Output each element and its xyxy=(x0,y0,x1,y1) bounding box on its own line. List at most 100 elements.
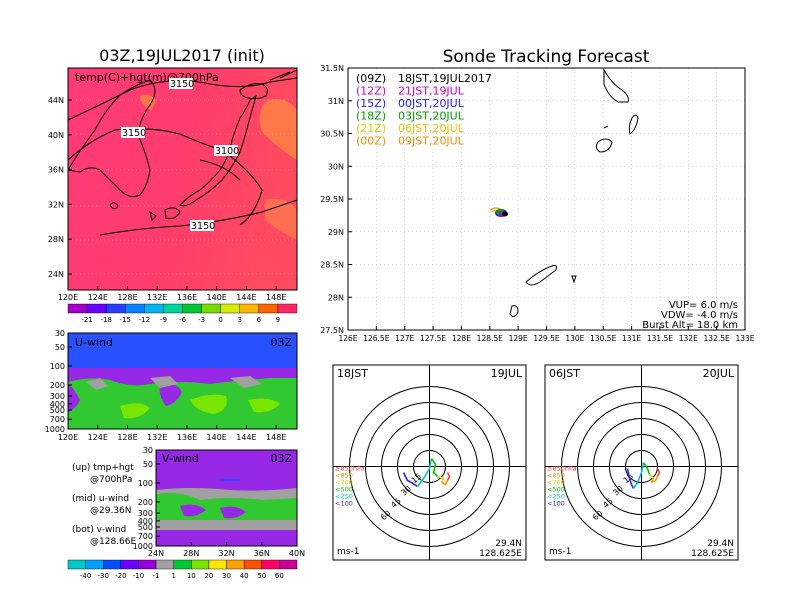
lon-tick-label: 132E xyxy=(147,293,167,302)
lat-tick-label: 29N xyxy=(328,228,344,237)
colorbar-label: -40 xyxy=(80,572,91,580)
lat-tick-label: 30N xyxy=(328,162,344,171)
v-wind-time: 03Z xyxy=(270,452,292,465)
colorbar-label: -3 xyxy=(198,316,205,324)
lat-tick-label: 36N xyxy=(48,166,64,175)
map-frame xyxy=(67,67,298,291)
legend-time: 21JST,19JUL xyxy=(398,85,465,98)
pressure-legend-item: <500 xyxy=(547,486,565,494)
colorbar-label: 6 xyxy=(257,316,262,324)
lat-tick-label: 32N xyxy=(218,549,234,558)
lon-tick-label: 124E xyxy=(88,293,108,302)
colorbar-label: 9 xyxy=(276,316,280,324)
lat-tick-label: 31N xyxy=(328,97,344,106)
colorbar-swatch xyxy=(103,559,122,570)
lat-tick-label: 27.5N xyxy=(320,326,344,335)
contour-labels: 3150 3150 3100 3150 xyxy=(121,78,239,232)
lon-tick-label: 148E xyxy=(266,433,286,442)
contour-label: 3150 xyxy=(191,221,215,232)
v-wind-label: V-wind xyxy=(162,452,199,465)
lon-tick-label: 127.5E xyxy=(420,334,446,343)
colorbar-label: 30 xyxy=(222,572,231,580)
colorbar-swatch xyxy=(201,303,221,314)
note-line: @700hPa xyxy=(90,475,132,485)
pressure-legend-item: <850 xyxy=(547,472,565,480)
colorbar-swatch xyxy=(220,303,240,314)
legend-time: 00JST,20JUL xyxy=(398,97,465,110)
pressure-tick-label: 700 xyxy=(50,415,65,424)
contour-label: 3100 xyxy=(215,146,239,157)
hodograph-unit: ms-1 xyxy=(549,547,571,557)
hodograph-lat: 29.4N xyxy=(495,539,522,549)
hodograph-trace xyxy=(651,476,659,484)
tracking-lat-ticks: 31.5N 31N 30.5N 30N 29.5N 29N 28.5N 28N 27.5N xyxy=(320,64,352,335)
wind-colorbar: -40 -30 -20 -10 -1 1 10 20 30 40 50 60 xyxy=(67,559,298,580)
lat-tick-label: 29.5N xyxy=(320,195,344,204)
colorbar-label: -10 xyxy=(133,572,144,580)
lon-tick-label: 127E xyxy=(395,334,414,343)
note-line: (up) tmp+hgt xyxy=(72,463,134,473)
temperature-colorbar: -21 -18 -15 -12 -9 -6 -3 0 3 6 9 xyxy=(67,303,298,324)
lon-tick-label: 128E xyxy=(117,293,137,302)
lon-tick-label: 130.5E xyxy=(590,334,616,343)
lon-tick-label: 128.5E xyxy=(477,334,503,343)
colorbar-swatch xyxy=(173,559,192,570)
colorbar-swatch xyxy=(155,559,174,570)
colorbar-label: 1 xyxy=(171,572,175,580)
u-wind-lon-ticks: 120E 124E 128E 132E 136E 140E 144E 148E xyxy=(58,425,286,442)
hodograph-lon: 128.625E xyxy=(691,549,734,559)
legend-code: (09Z) xyxy=(356,72,386,85)
colorbar-label: 10 xyxy=(187,572,196,580)
u-wind-label: U-wind xyxy=(75,336,113,349)
pressure-tick-label: 500 xyxy=(138,523,153,532)
lat-tick-label: 36N xyxy=(254,549,270,558)
hodograph-trace xyxy=(648,473,655,483)
pressure-tick-label: 500 xyxy=(50,406,65,415)
lat-tick-label: 44N xyxy=(48,96,64,105)
colorbar-swatch xyxy=(226,559,245,570)
hodograph-trace xyxy=(437,475,445,483)
colorbar-label: -12 xyxy=(139,316,150,324)
lat-tick-label: 31.5N xyxy=(320,64,344,73)
u-wind-panel xyxy=(68,333,297,429)
legend-code: (00Z) xyxy=(356,135,386,148)
pressure-legend-item: <100 xyxy=(547,500,565,508)
map-lon-ticks: 120E 124E 128E 132E 136E 140E 144E 148E xyxy=(58,286,286,302)
colorbar-swatch xyxy=(191,559,210,570)
hodograph-trace xyxy=(430,458,439,478)
hodograph-trace xyxy=(626,468,635,489)
lon-tick-label: 131E xyxy=(622,334,641,343)
pressure-tick-label: 1000 xyxy=(133,542,153,551)
lat-tick-label: 32N xyxy=(48,200,64,209)
colorbar-swatch xyxy=(125,303,145,314)
colorbar-swatch xyxy=(258,303,279,314)
colorbar-label: -15 xyxy=(120,316,131,324)
colorbar-label: -30 xyxy=(98,572,109,580)
pressure-tick-label: 50 xyxy=(143,460,153,469)
u-wind-frame xyxy=(67,332,298,430)
hodograph-lon: 128.625E xyxy=(479,549,522,559)
lon-tick-label: 133E xyxy=(735,334,754,343)
hodograph-lat: 29.4N xyxy=(707,539,734,549)
hodograph-time-left: 06JST xyxy=(549,367,580,380)
hodograph-trace xyxy=(402,472,418,488)
map-lat-ticks: 44N 40N 36N 32N 28N 24N xyxy=(48,96,72,279)
pressure-legend-item: <850 xyxy=(335,472,353,480)
colorbar-label: -1 xyxy=(153,572,160,580)
hodograph-time-right: 20JUL xyxy=(703,367,735,380)
lon-tick-label: 126E xyxy=(338,334,357,343)
colorbar-label: 40 xyxy=(240,572,249,580)
tracking-lon-ticks: 126E 126.5E 127E 127.5E 128E 128.5E 129E 129.5E… xyxy=(338,326,755,343)
lon-tick-label: 124E xyxy=(88,433,108,442)
note-line: @29.36N xyxy=(90,506,132,516)
pressure-legend-item: <100 xyxy=(335,500,353,508)
colorbar-swatch xyxy=(144,303,164,314)
colorbar-swatch xyxy=(208,559,227,570)
colorbar-label: -18 xyxy=(100,316,111,324)
panel-notes: (up) tmp+hgt @700hPa (mid) u-wind @29.36… xyxy=(72,463,136,547)
note-line: (mid) u-wind xyxy=(72,494,129,504)
lon-tick-label: 120E xyxy=(58,293,78,302)
colorbar-label: -20 xyxy=(115,572,126,580)
